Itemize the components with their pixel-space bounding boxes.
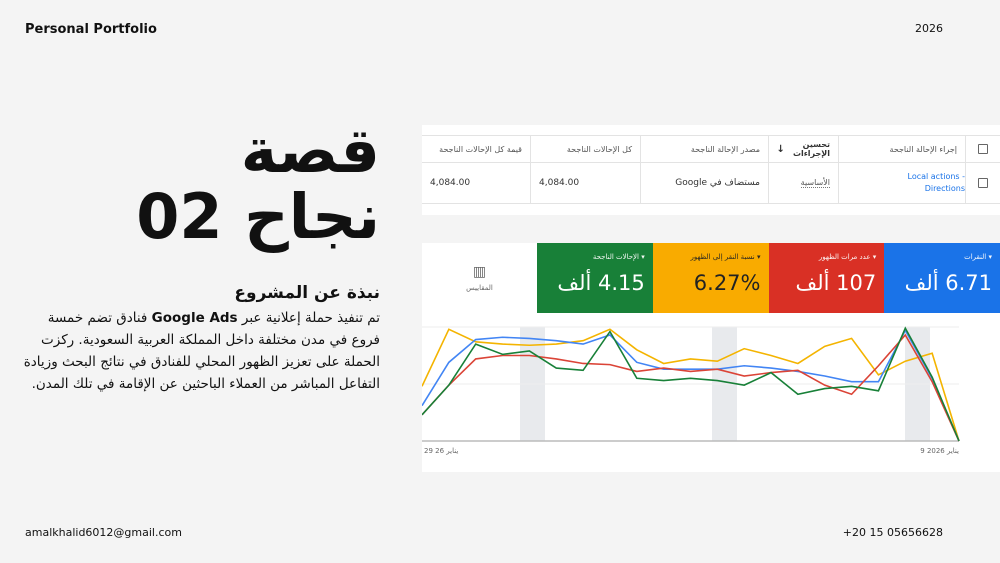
metric-tile[interactable]: ▾ عدد مرات الظهور 107 ألف <box>768 243 885 313</box>
about-text-part: فنادق تضم خمسة فروع في مدن مختلفة داخل ا… <box>23 310 380 392</box>
contact-email: amalkhalid6012@gmail.com <box>25 526 182 539</box>
brand-name: Personal Portfolio <box>25 22 157 37</box>
row-select-cell <box>965 163 1000 203</box>
metric-label: ▾ نسبة النقر إلى الظهور <box>690 253 761 261</box>
metric-label: ▾ عدد مرات الظهور <box>818 253 877 261</box>
source-value: مستضاف في Google <box>640 163 768 203</box>
title-line-1: قصة <box>240 114 380 187</box>
metric-value: 4.15 ألف <box>557 271 645 295</box>
all-conversions-value: 4,084.00 <box>530 163 640 203</box>
performance-chart: 29 يناير 26 9 يناير 2026 <box>421 313 1000 472</box>
metric-tile[interactable]: ▾ الإحالات الناجحة 4.15 ألف <box>537 243 653 313</box>
metric-value: 6.27% <box>693 271 761 295</box>
table-row: Local actions - Directions الأساسية مستض… <box>422 162 1000 204</box>
select-all-checkbox[interactable] <box>978 144 988 154</box>
row-checkbox[interactable] <box>978 178 988 188</box>
metric-label: ▾ الإحالات الناجحة <box>592 253 645 261</box>
metric-value: 107 ألف <box>795 271 877 295</box>
conversions-table: إجراء الإحالة الناجحة تحسين الإجراءات ↓ م… <box>422 125 1000 215</box>
header-all-conversions[interactable]: كل الإحالات الناجحة <box>530 136 640 162</box>
header-action[interactable]: إجراء الإحالة الناجحة <box>838 136 965 162</box>
metrics-button[interactable]: ▥ المقاييس <box>422 243 537 313</box>
title-line-2: نجاح 02 <box>136 180 380 253</box>
chart-svg: 29 يناير 26 9 يناير 2026 <box>421 326 960 455</box>
metrics-label: المقاييس <box>466 284 493 292</box>
year: 2026 <box>915 22 943 35</box>
header-all-conv-value[interactable]: قيمة كل الإحالات الناجحة <box>439 144 522 154</box>
about-text-part: تم تنفيذ حملة إعلانية عبر <box>237 310 380 326</box>
metric-label: ▾ النقرات <box>964 253 992 261</box>
x-tick-label: 9 يناير 2026 <box>920 447 959 455</box>
header-source[interactable]: مصدر الإحالة الناجحة <box>640 136 768 162</box>
all-conv-value-value: 4,084.00 <box>430 178 471 188</box>
header-optimization[interactable]: تحسين الإجراءات ↓ <box>768 136 838 162</box>
header-optimization-label: تحسين الإجراءات <box>792 140 830 158</box>
series-line <box>421 326 960 442</box>
page-title: قصة نجاح 02 <box>136 118 380 250</box>
metric-tile[interactable]: ▾ النقرات 6.71 ألف <box>884 243 1000 313</box>
series-line <box>421 328 960 442</box>
x-tick-label: 29 يناير 26 <box>424 447 458 455</box>
table-header-row: إجراء الإحالة الناجحة تحسين الإجراءات ↓ م… <box>422 135 1000 162</box>
series-line <box>421 333 960 442</box>
metric-value: 6.71 ألف <box>904 271 992 295</box>
add-chart-icon: ▥ <box>472 264 487 280</box>
select-all-cell <box>965 136 1000 162</box>
metric-tile[interactable]: ▾ نسبة النقر إلى الظهور 6.27% <box>652 243 769 313</box>
contact-phone: +20 15 05656628 <box>842 526 943 539</box>
series-line <box>421 328 960 442</box>
action-link[interactable]: Local actions - Directions <box>907 172 966 193</box>
about-brand: Google Ads <box>151 310 238 326</box>
optimization-value: الأساسية <box>800 178 830 188</box>
about-heading: نبذة عن المشروع <box>234 283 380 303</box>
arrow-down-icon: ↓ <box>776 143 785 155</box>
about-text: تم تنفيذ حملة إعلانية عبر Google Ads فنا… <box>20 307 380 395</box>
metrics-bar: ▥ المقاييس ▾ النقرات 6.71 ألف ▾ عدد مرات ا… <box>422 243 1000 313</box>
